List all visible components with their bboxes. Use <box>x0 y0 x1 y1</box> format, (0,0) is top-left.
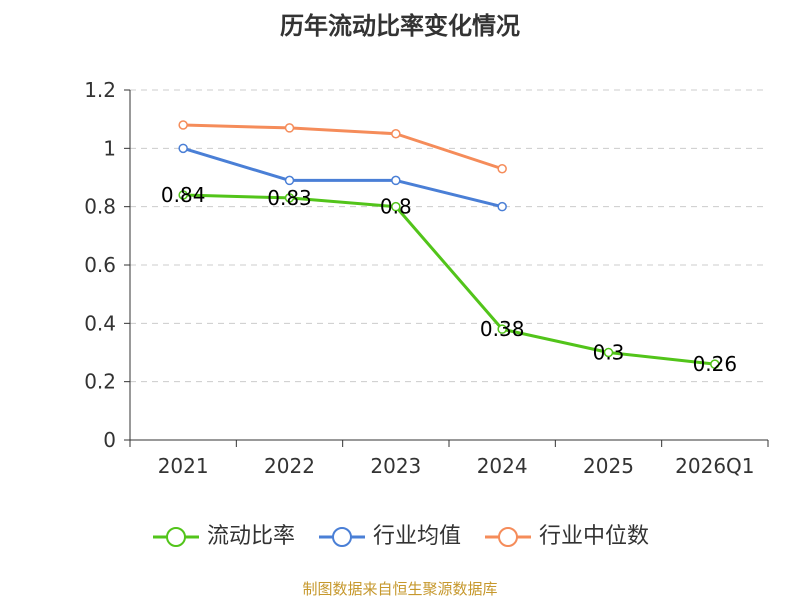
y-tick-label: 1.2 <box>84 78 116 102</box>
y-tick-label: 0.4 <box>84 311 116 335</box>
series-line <box>183 193 715 366</box>
x-tick-label: 2021 <box>158 454 209 478</box>
data-point <box>497 324 507 334</box>
data-point <box>391 201 401 212</box>
data-point <box>178 143 188 154</box>
data-point <box>284 175 295 186</box>
source-note: 制图数据来自恒生聚源数据库 <box>302 580 498 598</box>
line-chart: 0 0.2 0.4 0.6 0.8 1 1.2 2021 2022 2023 2024 2025 202… <box>84 78 769 478</box>
x-tick-label: 2026Q1 <box>675 454 754 478</box>
legend: 流动比率 行业均值 行业中位数 <box>0 520 800 554</box>
series-line <box>182 146 503 209</box>
legend-label: 行业均值 <box>372 524 461 549</box>
data-point <box>710 359 720 369</box>
data-point <box>391 129 401 139</box>
legend-label: 行业中位数 <box>539 524 650 549</box>
data-label: 0.8 <box>380 195 412 219</box>
y-tick-label: 0 <box>103 428 116 452</box>
legend-item[interactable]: 流动比率 <box>151 525 295 549</box>
legend-marker-icon <box>152 527 199 547</box>
legend-marker-icon <box>318 527 365 547</box>
data-label: 0.38 <box>480 317 525 341</box>
legend-label: 流动比率 <box>206 524 295 549</box>
data-label: 0.84 <box>161 183 206 207</box>
y-tick-label: 0.6 <box>84 253 116 277</box>
x-tick-label: 2023 <box>370 454 421 478</box>
y-tick-label: 1 <box>103 136 116 160</box>
legend-item[interactable]: 行业均值 <box>317 525 461 549</box>
legend-item[interactable]: 行业中位数 <box>483 525 649 549</box>
legend-circle <box>498 527 518 547</box>
data-point <box>284 193 295 203</box>
x-tick-label: 2024 <box>477 454 528 478</box>
data-label: 0.26 <box>693 352 738 376</box>
legend-circle <box>331 527 352 547</box>
y-tick-label: 0.2 <box>84 370 116 394</box>
data-point <box>603 347 614 358</box>
legend-marker-icon <box>485 527 531 547</box>
data-point <box>284 123 295 133</box>
chart-title: 历年流动比率变化情况 <box>280 12 520 40</box>
legend-circle <box>165 527 186 547</box>
data-point <box>178 120 188 130</box>
data-label: 0.3 <box>593 341 625 365</box>
data-point <box>391 175 401 186</box>
x-tick-label: 2025 <box>583 454 634 478</box>
data-label: 0.83 <box>267 186 312 210</box>
data-point <box>178 190 188 200</box>
y-tick-label: 0.8 <box>84 195 116 219</box>
x-tick-label: 2022 <box>264 454 315 478</box>
series-line <box>183 123 503 171</box>
data-point <box>497 164 507 174</box>
data-point <box>497 201 507 212</box>
